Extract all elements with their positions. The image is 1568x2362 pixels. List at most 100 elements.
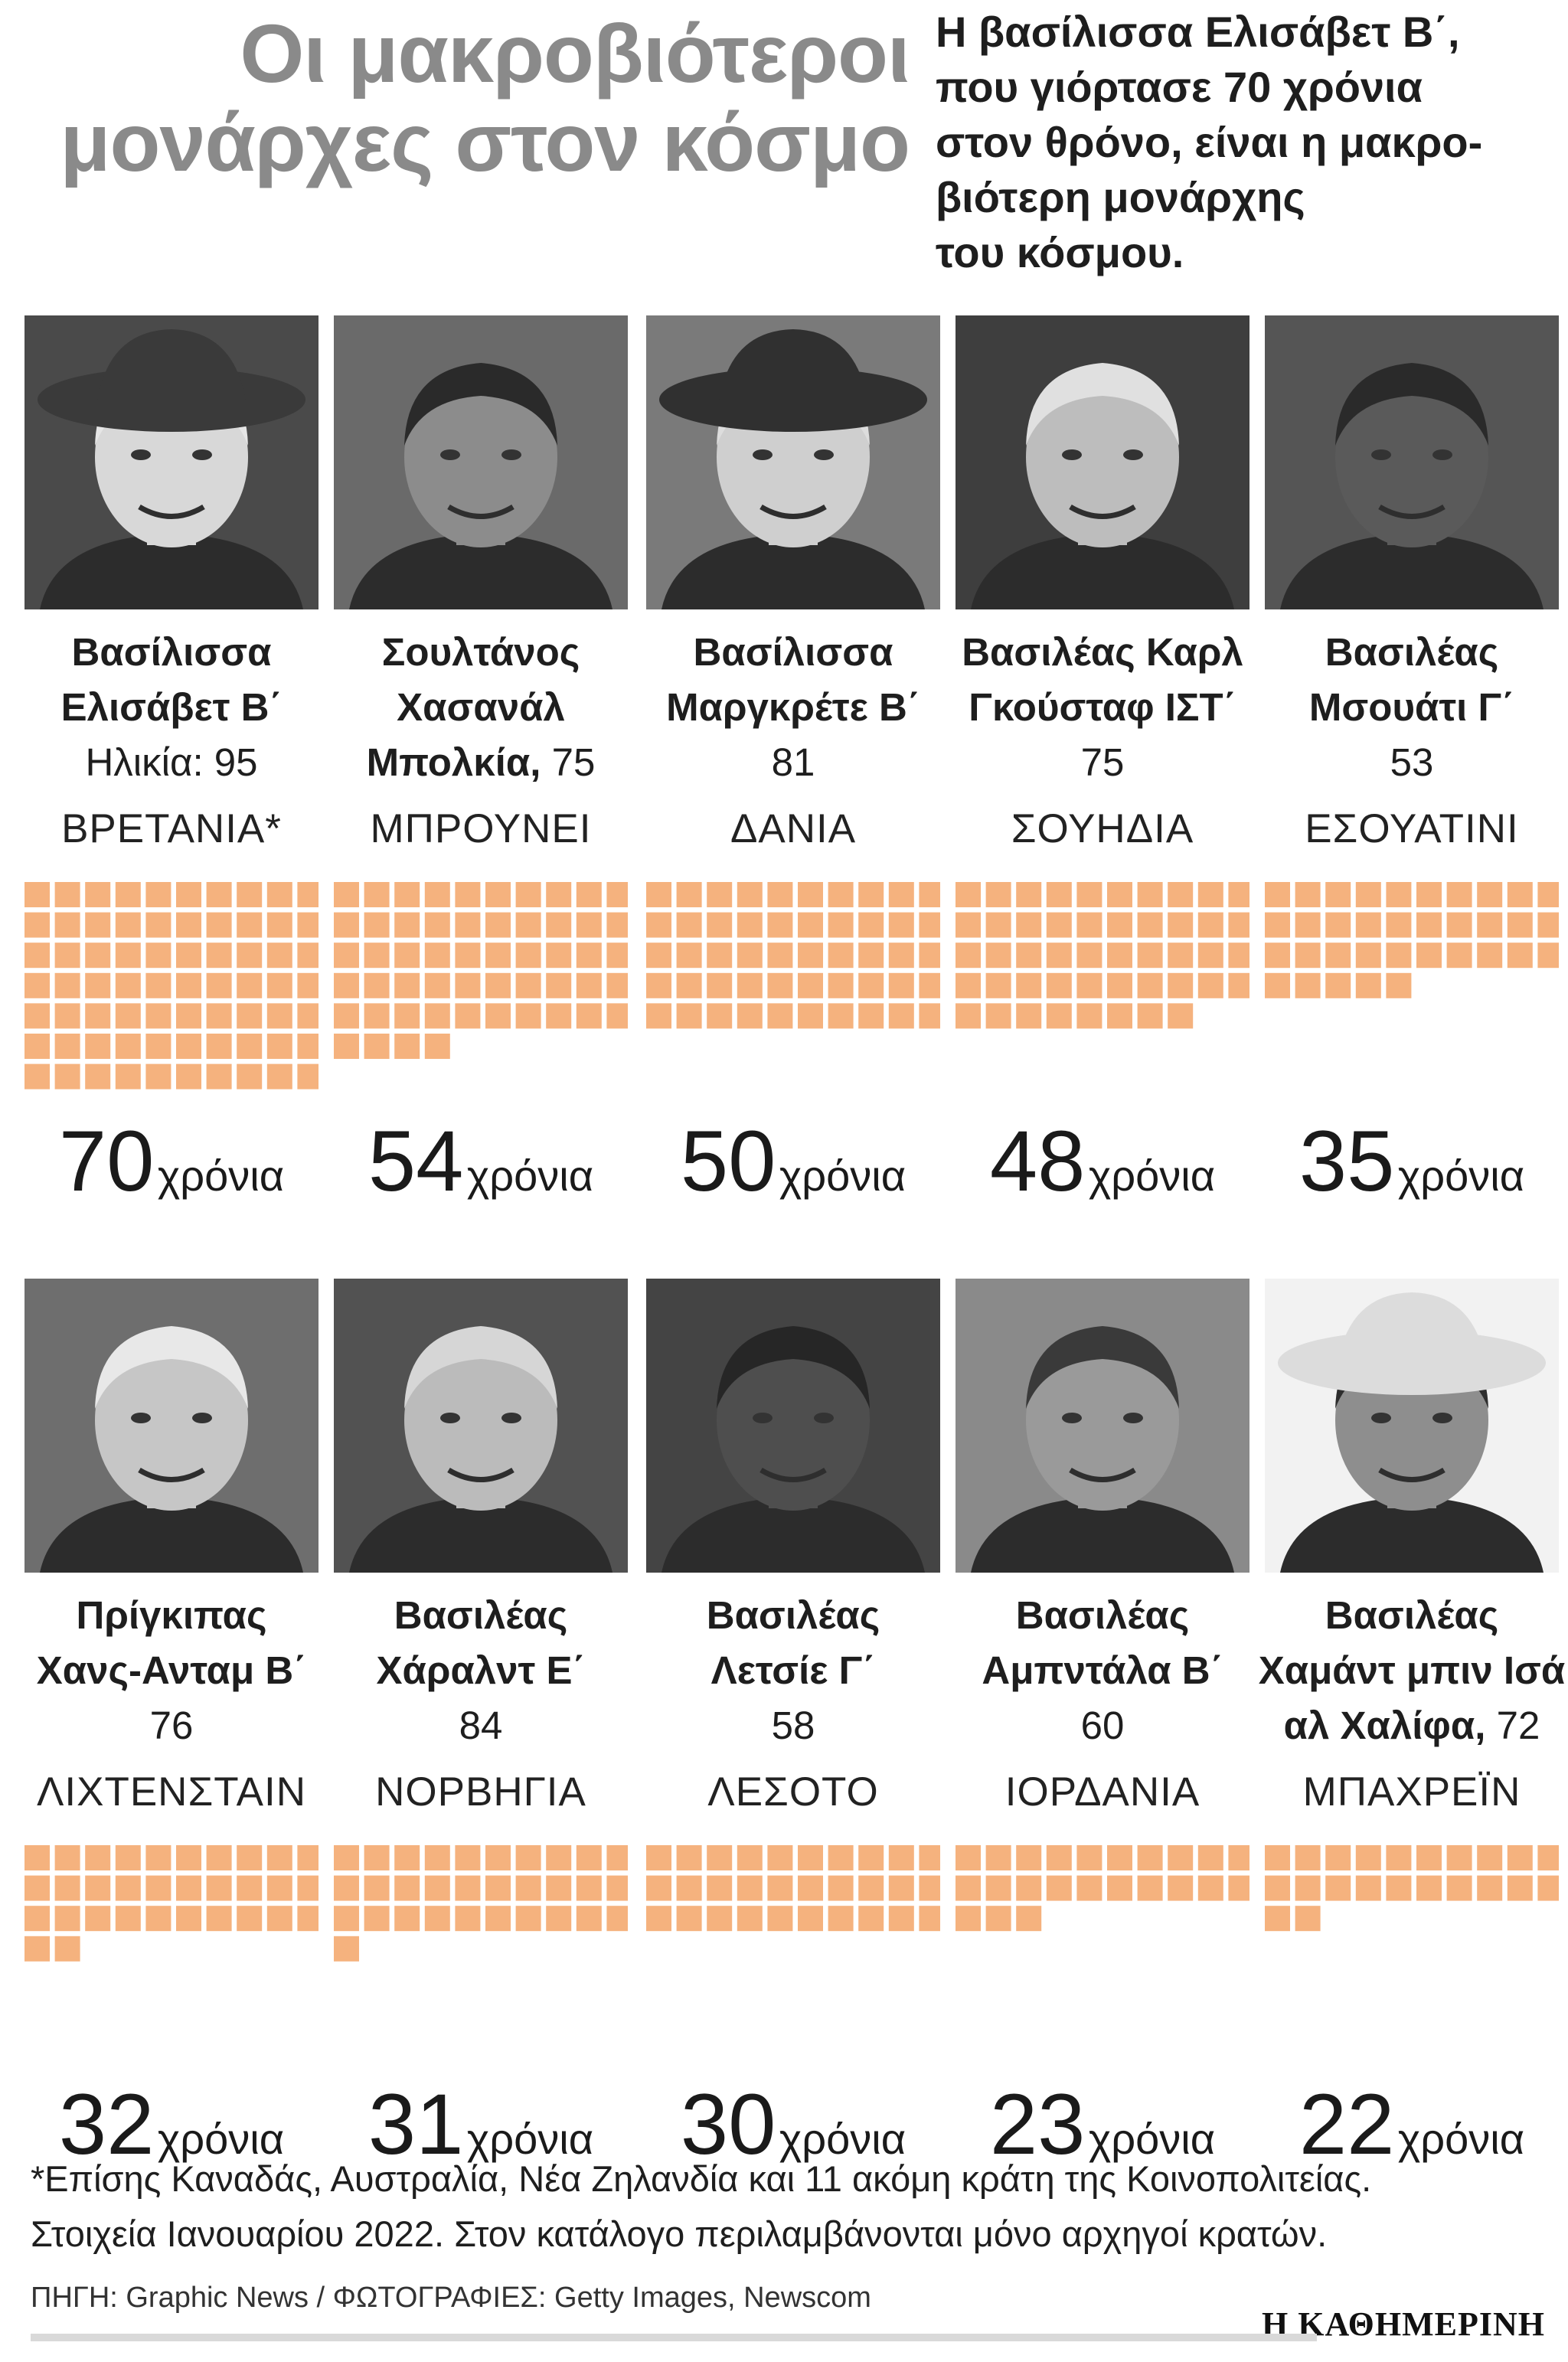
year-cell: [646, 1003, 671, 1029]
year-cell: [546, 972, 572, 998]
year-cell: [424, 943, 450, 969]
year-cell: [237, 912, 263, 938]
year-cell: [1107, 1845, 1132, 1870]
year-cell: [424, 1003, 450, 1029]
year-cell: [115, 1003, 141, 1029]
years-value: 22: [1298, 2076, 1395, 2172]
year-cell: [646, 1906, 671, 1932]
year-cell: [266, 1875, 292, 1901]
year-cell: [85, 1003, 111, 1029]
monarch-age: 53: [1390, 740, 1434, 784]
year-cell: [1168, 882, 1194, 907]
year-cell: [237, 1063, 263, 1090]
year-cell: [24, 1845, 50, 1870]
year-cell: [888, 972, 914, 998]
monarch-name-line: Ελισάβετ Β΄: [60, 685, 283, 729]
year-cell: [176, 943, 201, 969]
year-cell: [297, 1906, 323, 1932]
year-cell: [455, 1906, 481, 1932]
year-cell: [85, 882, 111, 907]
subtitle-line: του κόσμου.: [936, 228, 1184, 276]
year-cell: [1046, 972, 1072, 998]
monarch-country: ΝΟΡΒΗΓΙΑ: [375, 1769, 586, 1815]
monarch-name-inline: Μπολκία,: [366, 740, 541, 784]
year-cell: [858, 912, 884, 938]
monarch-age: 58: [771, 1704, 815, 1747]
year-cell: [54, 1906, 80, 1932]
year-cell: [237, 943, 263, 969]
year-cell: [1016, 943, 1042, 969]
year-cell: [1228, 943, 1254, 969]
year-cell: [1076, 1003, 1102, 1029]
year-cell: [1265, 882, 1290, 907]
year-cell: [424, 1906, 450, 1932]
year-cell: [676, 972, 702, 998]
year-cell: [424, 1034, 450, 1059]
year-cell: [1137, 912, 1163, 938]
monarch-card: Βασίλισσα Μαργκρέτε Β΄ 81 ΔΑΝΙΑ 50 χρόνια: [646, 315, 945, 1250]
monarch-photo: [334, 315, 628, 609]
year-cell: [1325, 1875, 1351, 1901]
year-cell: [1016, 1003, 1042, 1029]
monarch-name-line: Μσουάτι Γ΄: [1308, 685, 1515, 729]
year-cell: [1477, 1845, 1503, 1870]
year-cell: [145, 943, 172, 969]
years-waffle: [956, 1845, 1254, 2075]
year-cell: [85, 1063, 111, 1090]
year-cell: [646, 943, 671, 969]
years-unit: χρόνια: [157, 2115, 285, 2163]
year-cell: [606, 972, 632, 998]
year-cell: [176, 1906, 201, 1932]
years-unit: χρόνια: [157, 1152, 285, 1200]
year-cell: [1386, 943, 1412, 969]
year-cell: [798, 943, 823, 969]
monarch-photo: [1265, 1279, 1559, 1573]
years-value: 31: [368, 2076, 464, 2172]
year-cell: [394, 1845, 420, 1870]
year-cell: [54, 1034, 80, 1059]
years-value: 35: [1298, 1113, 1395, 1209]
age-prefix: Ηλικία:: [85, 740, 214, 784]
year-cell: [1046, 1875, 1072, 1901]
year-cell: [1386, 972, 1412, 998]
year-cell: [1386, 912, 1412, 938]
monarch-title: Βασιλέας: [394, 1593, 568, 1637]
year-cell: [1416, 1875, 1442, 1901]
year-cell: [206, 943, 232, 969]
year-cell: [1507, 1845, 1533, 1870]
year-cell: [394, 1003, 420, 1029]
year-cell: [24, 943, 50, 969]
years-waffle: [646, 1845, 945, 2075]
year-cell: [1537, 882, 1563, 907]
footnote-line-1: *Επίσης Καναδάς, Αυστραλία, Νέα Ζηλανδία…: [31, 2158, 1372, 2199]
monarch-title: Βασίλισσα: [693, 630, 893, 674]
year-cell: [858, 1875, 884, 1901]
monarch-photo: [24, 315, 318, 609]
year-cell: [455, 882, 481, 907]
year-cell: [985, 1003, 1011, 1029]
year-cell: [1507, 912, 1533, 938]
years-waffle: [646, 882, 945, 1112]
year-cell: [1295, 912, 1321, 938]
year-cell: [798, 1875, 823, 1901]
year-cell: [1265, 1906, 1290, 1932]
monarch-age-line: Μπολκία, 75: [326, 735, 635, 790]
year-cell: [1446, 882, 1472, 907]
monarch-card: Βασιλέας Λετσίε Γ΄ 58 ΛΕΣΟΤΟ 30 χρόνια: [646, 1279, 945, 2213]
year-cell: [54, 972, 80, 998]
years-waffle: [1265, 882, 1563, 1112]
monarch-name-line: Χάραλντ Ε΄: [376, 1648, 586, 1692]
years-unit: χρόνια: [1088, 1152, 1216, 1200]
year-cell: [176, 1875, 201, 1901]
year-cell: [919, 943, 945, 969]
year-cell: [985, 912, 1011, 938]
monarch-title: Βασιλέας: [1325, 630, 1499, 674]
year-cell: [485, 882, 511, 907]
year-cell: [1265, 972, 1290, 998]
year-cell: [1386, 1875, 1412, 1901]
year-cell: [24, 912, 50, 938]
year-cell: [576, 1906, 602, 1932]
year-cell: [1046, 1845, 1072, 1870]
year-cell: [145, 1003, 172, 1029]
year-cell: [1168, 1875, 1194, 1901]
